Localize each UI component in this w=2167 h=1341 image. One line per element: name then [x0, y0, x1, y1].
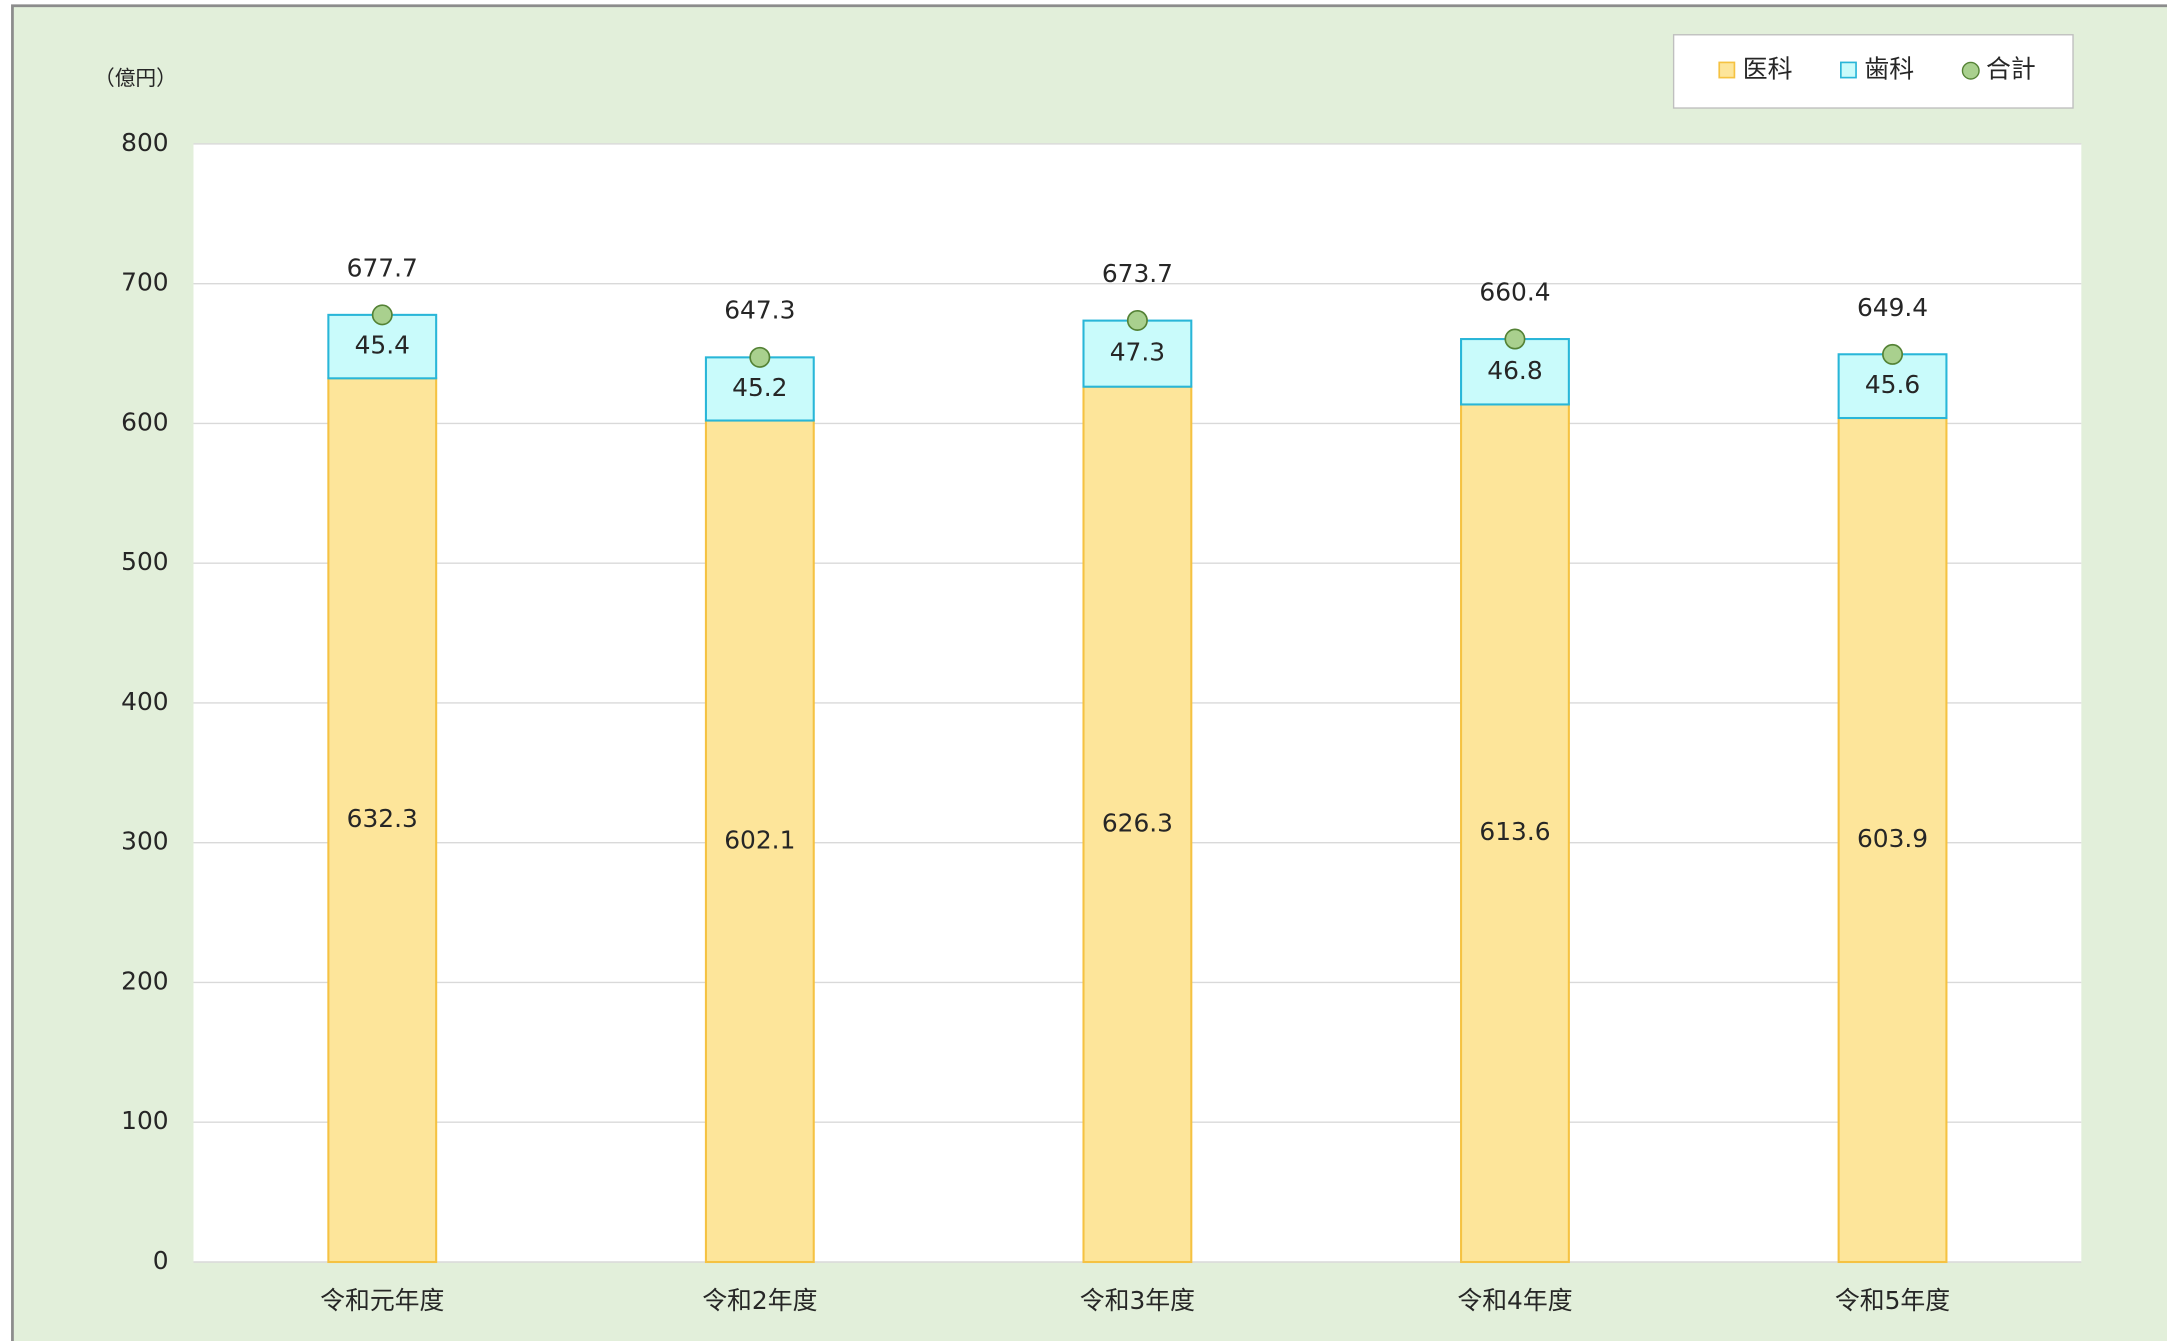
bar-segment — [704, 419, 815, 1264]
y-tick-label: 800 — [121, 128, 168, 157]
legend-swatch — [1840, 61, 1857, 79]
y-tick-label: 600 — [121, 407, 168, 436]
x-tick-label: 令和3年度 — [1080, 1286, 1195, 1315]
data-label: 602.1 — [724, 825, 795, 854]
y-tick-label: 500 — [121, 547, 168, 576]
data-label: 632.3 — [347, 804, 418, 833]
total-marker — [1126, 309, 1148, 331]
data-label: 45.2 — [732, 373, 787, 402]
data-label: 45.4 — [355, 331, 410, 360]
total-marker — [749, 346, 771, 368]
data-label: 613.6 — [1479, 817, 1550, 846]
bar-segment — [1837, 416, 1948, 1264]
y-unit-label: （億円） — [94, 66, 177, 90]
bar-segment — [1082, 385, 1193, 1264]
total-marker — [1504, 328, 1526, 350]
y-tick-label: 300 — [121, 827, 168, 856]
data-label: 603.9 — [1857, 824, 1928, 853]
x-tick-label: 令和5年度 — [1835, 1286, 1950, 1315]
data-label: 673.7 — [1102, 259, 1173, 288]
data-label: 649.4 — [1857, 293, 1928, 322]
legend-label: 歯科 — [1864, 55, 1914, 84]
y-tick-label: 200 — [121, 966, 168, 995]
data-label: 647.3 — [724, 296, 795, 325]
legend-label: 合計 — [1986, 55, 2036, 84]
y-tick-label: 0 — [153, 1246, 169, 1275]
data-label: 626.3 — [1102, 808, 1173, 837]
x-tick-label: 令和4年度 — [1457, 1286, 1572, 1315]
x-tick-label: 令和2年度 — [702, 1286, 817, 1315]
bar-segment — [704, 356, 815, 422]
data-label: 46.8 — [1487, 356, 1542, 385]
legend-swatch — [1961, 61, 1980, 80]
legend — [1672, 34, 2074, 109]
bar-segment — [1082, 319, 1193, 388]
legend-label: 医科 — [1743, 55, 1793, 84]
legend-swatch — [1718, 61, 1736, 79]
data-label: 45.6 — [1865, 370, 1920, 399]
total-marker — [371, 304, 393, 326]
x-tick-label: 令和元年度 — [320, 1286, 444, 1315]
y-tick-label: 400 — [121, 687, 168, 716]
bar-segment — [327, 313, 438, 380]
bar-segment — [1460, 403, 1570, 1264]
data-label: 677.7 — [347, 253, 418, 282]
bar-segment — [327, 377, 438, 1264]
bar-segment — [1460, 338, 1570, 406]
data-label: 660.4 — [1479, 277, 1550, 306]
total-marker — [1882, 343, 1904, 365]
data-label: 47.3 — [1110, 338, 1165, 367]
y-tick-label: 100 — [121, 1106, 168, 1135]
y-tick-label: 700 — [121, 268, 168, 297]
